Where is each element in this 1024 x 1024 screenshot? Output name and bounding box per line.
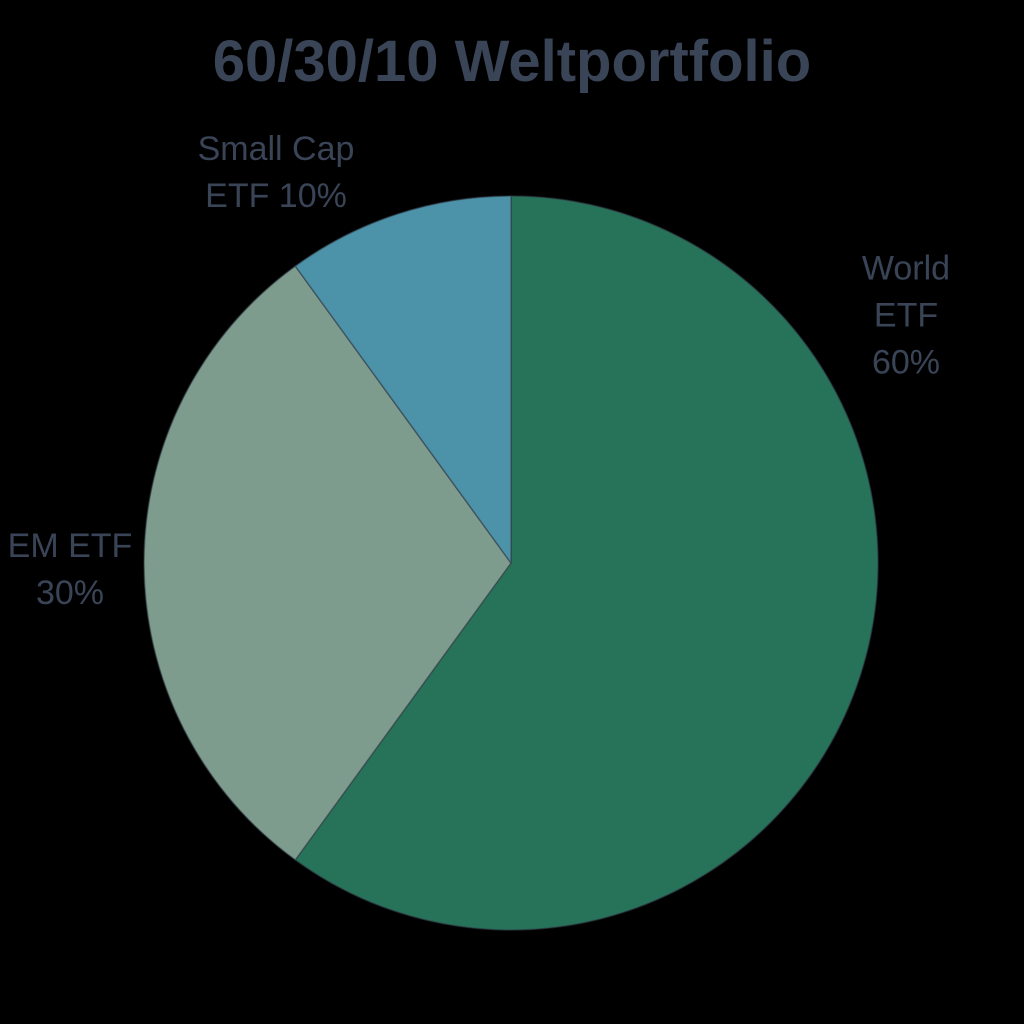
slice-label-em-etf: EM ETF 30% <box>7 527 133 612</box>
pie-slice-small-cap-etf <box>294 195 512 564</box>
slice-label-small-cap-etf: Small Cap ETF 10% <box>197 130 355 215</box>
pie-slice-world-etf <box>294 195 879 931</box>
slice-label-world-etf: World ETF 60% <box>861 249 951 382</box>
chart-title: 60/30/10 Weltportfolio <box>212 29 812 94</box>
pie-slice-em-etf <box>143 265 512 861</box>
